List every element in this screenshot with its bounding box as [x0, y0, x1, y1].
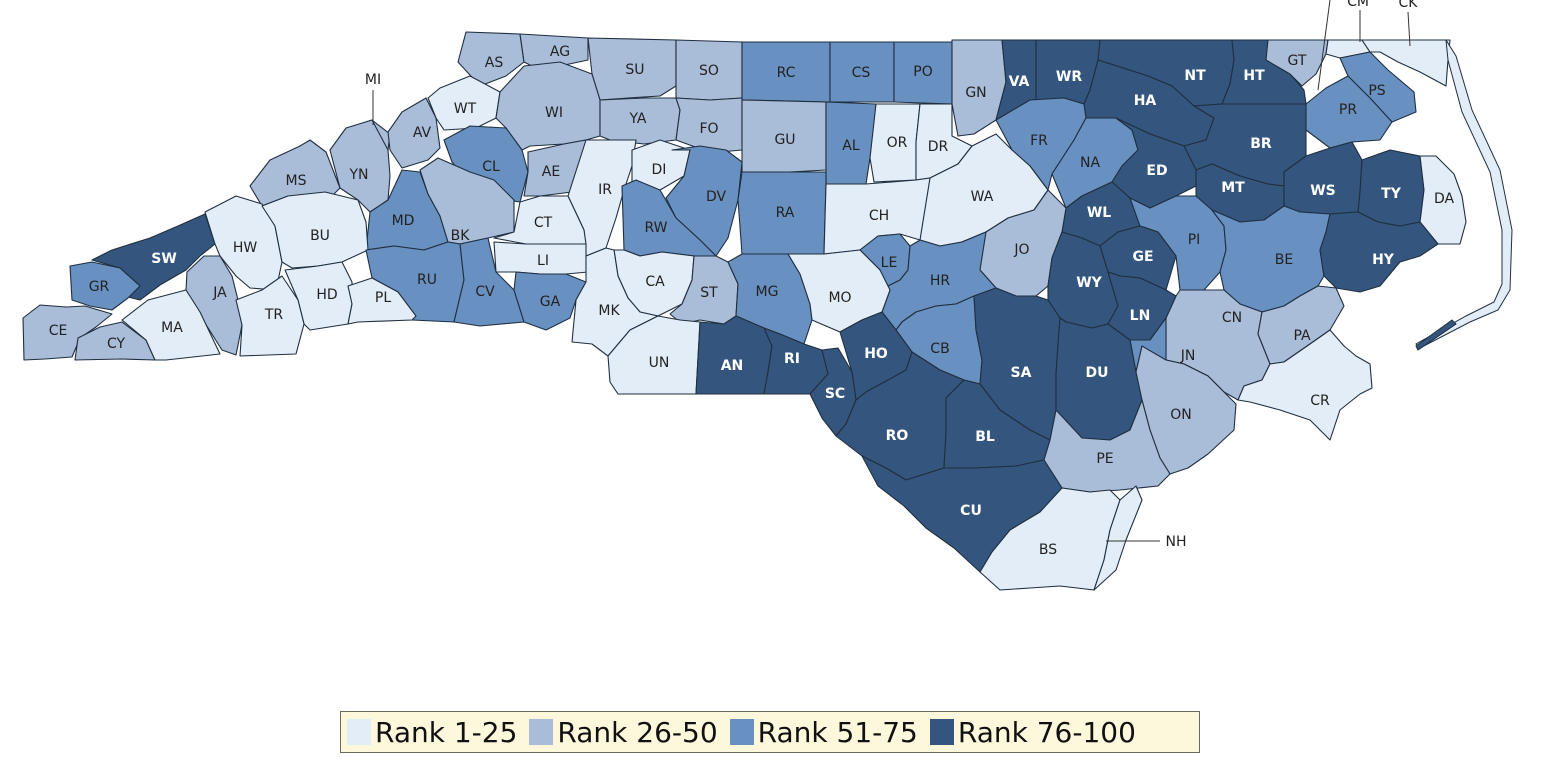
county-ce[interactable] — [22, 304, 113, 361]
legend-swatch — [529, 719, 554, 745]
county-rc[interactable] — [741, 41, 831, 103]
county-sc[interactable] — [809, 347, 857, 437]
county-layer — [22, 31, 1513, 591]
county-da[interactable] — [1419, 155, 1467, 245]
county-or[interactable] — [869, 103, 921, 183]
legend-swatch — [929, 719, 954, 745]
county-gr[interactable] — [69, 261, 141, 311]
county-pa[interactable] — [1257, 285, 1345, 365]
county-bk[interactable] — [419, 157, 515, 245]
county-an[interactable] — [695, 315, 773, 395]
county-label-cm: CM — [1347, 0, 1369, 10]
county-fo[interactable] — [675, 97, 743, 153]
county-po[interactable] — [893, 41, 953, 105]
county-label-mi: MI — [365, 72, 381, 88]
county-nh[interactable] — [1093, 485, 1143, 591]
county-ga[interactable] — [513, 271, 587, 331]
county-pr[interactable] — [1305, 75, 1393, 149]
county-pl[interactable] — [347, 277, 417, 325]
county-av[interactable] — [387, 97, 441, 169]
county-label-nh: NH — [1166, 534, 1187, 550]
legend-label: Rank 1-25 — [375, 715, 518, 749]
county-li[interactable] — [493, 241, 589, 275]
county-tr[interactable] — [235, 275, 305, 357]
county-al[interactable] — [825, 101, 877, 185]
legend-item-rank-1-25: Rank 1-25 — [347, 716, 517, 749]
legend-item-rank-76-100: Rank 76-100 — [929, 715, 1136, 749]
legend-swatch — [347, 719, 371, 745]
leader-lines — [372, 0, 1411, 542]
legend: Rank 1-25 Rank 26-50 Rank 51-75 Rank 76-… — [340, 711, 1200, 753]
county-st[interactable] — [669, 255, 739, 325]
county-yn[interactable] — [329, 119, 391, 213]
legend-swatch — [729, 719, 754, 745]
leader-line — [1317, 0, 1331, 91]
county-bu[interactable] — [261, 191, 369, 269]
legend-item-rank-51-75: Rank 51-75 — [729, 715, 918, 749]
legend-label: Rank 51-75 — [757, 715, 918, 749]
leader-line — [1407, 11, 1411, 47]
outer-banks-hy-shape — [1415, 319, 1457, 351]
county-ma[interactable] — [121, 289, 221, 361]
legend-label: Rank 76-100 — [957, 715, 1136, 749]
county-wt[interactable] — [427, 75, 501, 131]
legend-item-rank-26-50: Rank 26-50 — [529, 715, 718, 749]
county-su[interactable] — [587, 37, 677, 101]
county-hy[interactable] — [1319, 211, 1439, 293]
county-label-ck: CK — [1399, 0, 1419, 11]
county-cr[interactable] — [1237, 329, 1373, 441]
legend-label: Rank 26-50 — [557, 715, 718, 749]
county-cs[interactable] — [829, 41, 895, 103]
county-so[interactable] — [675, 39, 743, 101]
county-ra[interactable] — [737, 171, 827, 255]
county-gu[interactable] — [741, 99, 827, 173]
county-ty[interactable] — [1357, 149, 1425, 227]
county-ya[interactable] — [599, 97, 681, 145]
